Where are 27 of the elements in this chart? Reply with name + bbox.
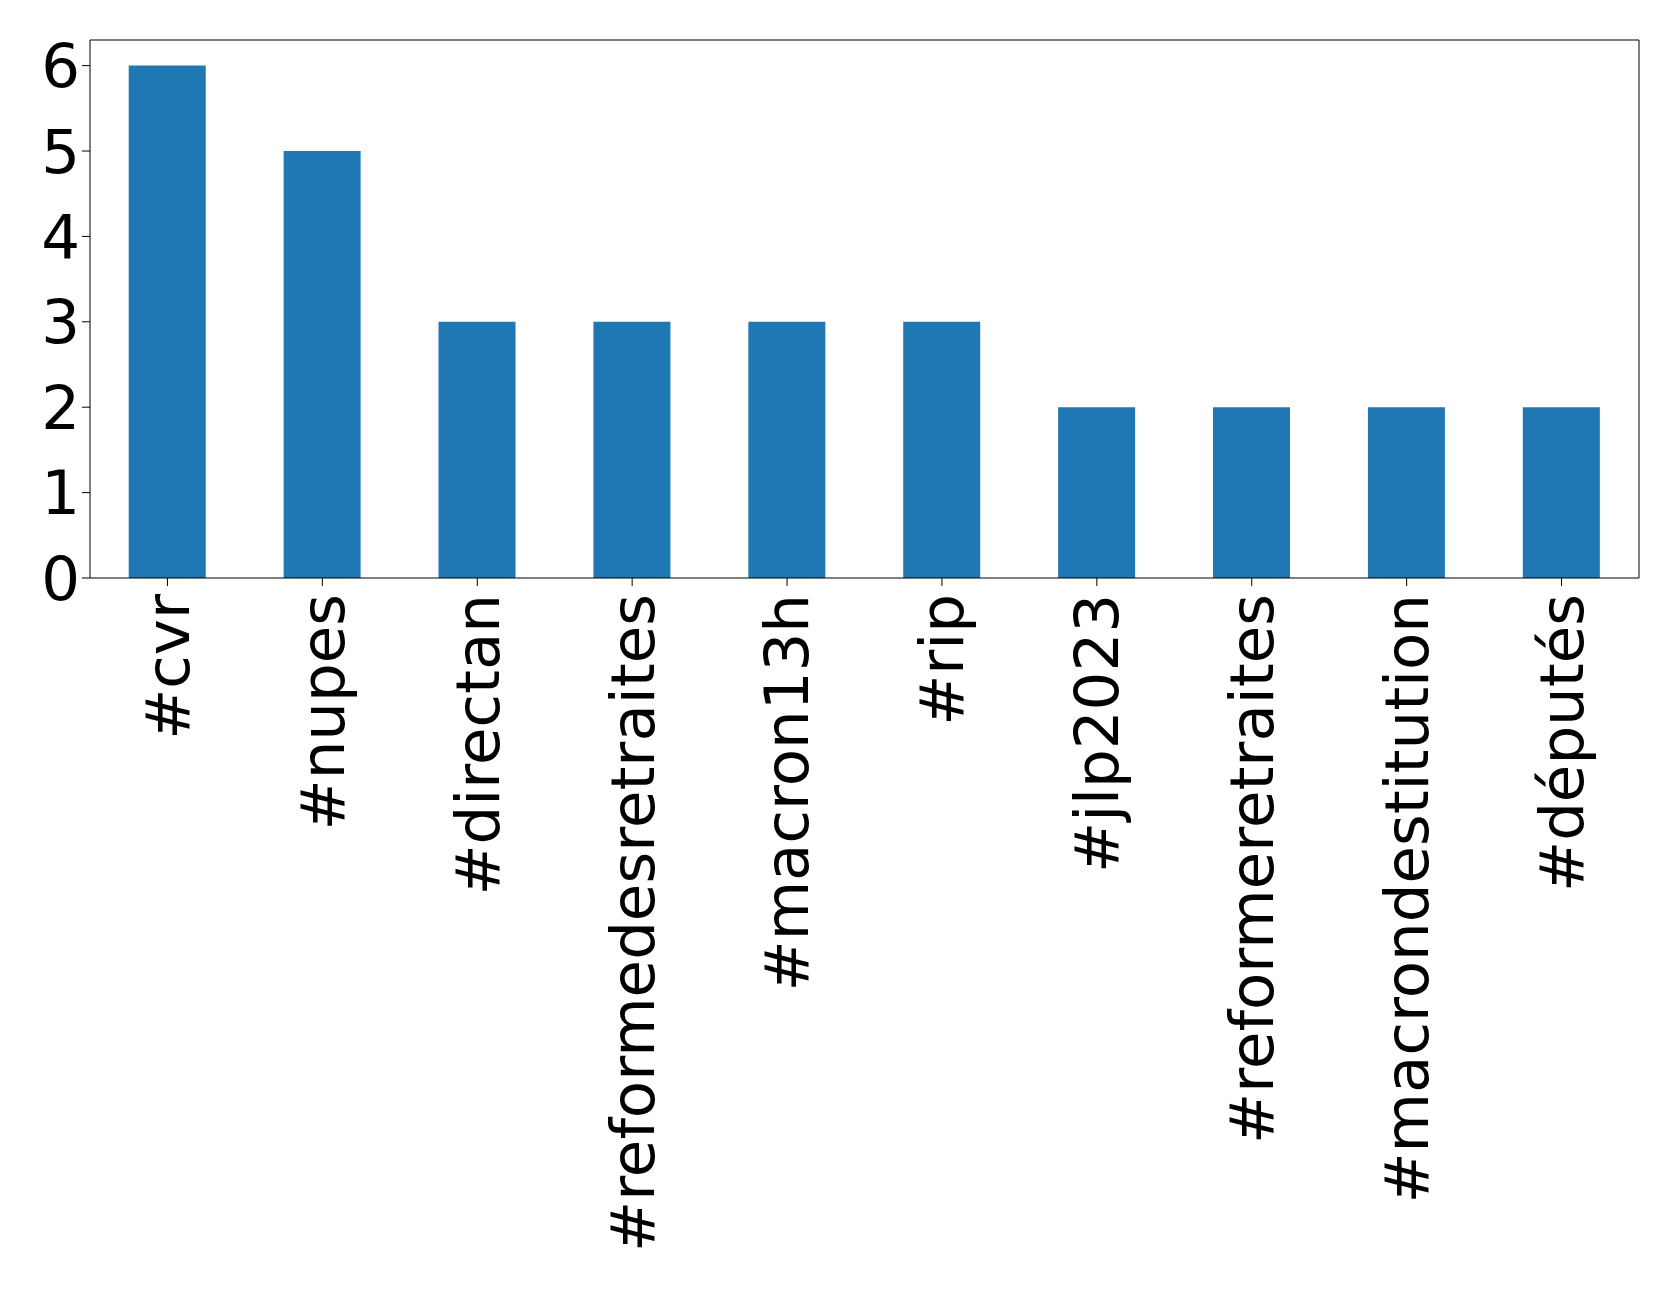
bar <box>1213 407 1291 578</box>
bar <box>128 65 206 578</box>
x-tick-label: #jlp2023 <box>1061 594 1133 873</box>
bar <box>903 321 981 578</box>
bar <box>1367 407 1445 578</box>
y-tick-label: 3 <box>41 286 80 358</box>
y-tick-label: 0 <box>41 542 80 614</box>
x-tick-label: #macron13h <box>751 594 823 992</box>
y-tick-label: 5 <box>41 115 80 187</box>
bar <box>593 321 671 578</box>
x-tick-label: #directan <box>441 594 513 896</box>
bar <box>748 321 826 578</box>
y-tick-label: 4 <box>41 201 80 273</box>
x-tick-label: #reformedesretraites <box>596 594 668 1252</box>
y-tick-label: 2 <box>41 371 80 443</box>
x-tick-label: #députés <box>1525 594 1597 892</box>
x-tick-label: #macrondestitution <box>1371 594 1442 1204</box>
x-tick-label: #reformeretraites <box>1216 594 1288 1144</box>
x-tick-label: #rip <box>906 594 978 726</box>
bar <box>1058 407 1136 578</box>
y-tick-label: 1 <box>41 457 80 529</box>
y-tick-label: 6 <box>41 30 80 102</box>
bar <box>438 321 516 578</box>
x-tick-label: #nupes <box>286 594 358 831</box>
bar <box>283 151 361 578</box>
bar <box>1522 407 1600 578</box>
x-tick-label: #cvr <box>131 593 203 740</box>
